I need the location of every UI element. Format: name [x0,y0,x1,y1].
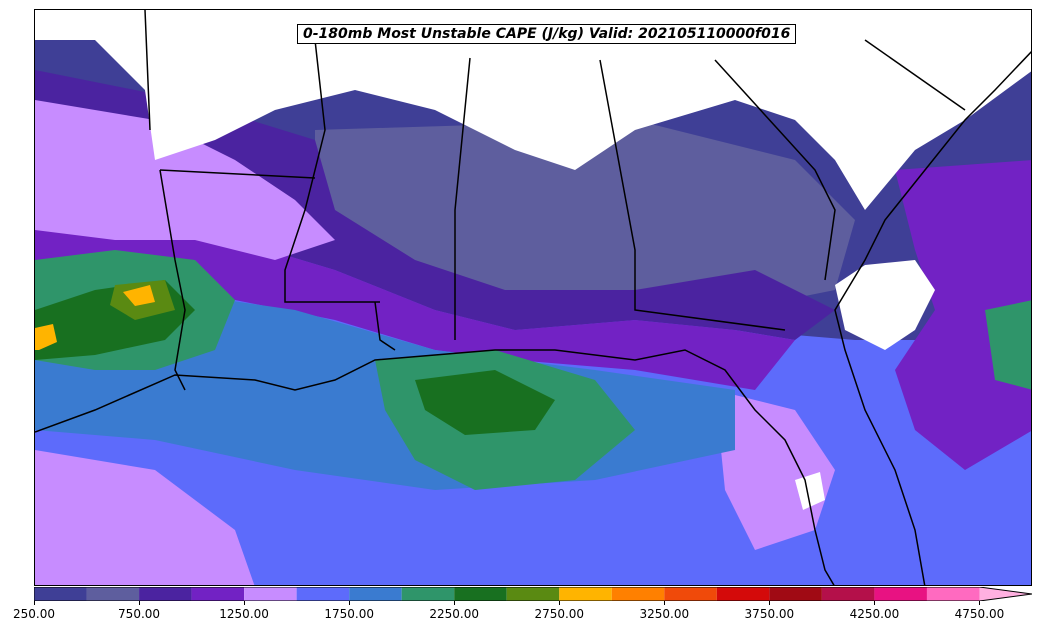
colorbar-tick-label: 1750.00 [324,607,374,621]
colorbar-outline [34,587,1032,601]
boundary-nc-sc [864,39,966,111]
colorbar-segment [349,587,402,601]
colorbar-segment [139,587,192,601]
colorbar-segment [769,587,822,601]
cape-contour-map [35,10,1031,585]
colorbar-tick-label: 250.00 [13,607,55,621]
boundary-ms-river [284,39,380,303]
colorbar-tick-mark [769,601,771,605]
cape-band-500 [315,120,855,310]
no-cape-region-fl [795,472,825,510]
colorbar-tick-mark [874,601,876,605]
boundary-tx-la [159,169,186,391]
map-title: 0-180mb Most Unstable CAPE (J/kg) Valid:… [297,24,797,44]
colorbar-tick-mark [454,601,456,605]
colorbar-segment [34,587,87,601]
atlantic-coast [834,51,1031,585]
cape-band-2750-west [35,324,57,350]
colorbar-tick-label: 4250.00 [849,607,900,621]
colorbar-segment [874,587,927,601]
colorbar-tick-label: 750.00 [118,607,161,621]
colorbar-tick-label: 2250.00 [429,607,480,621]
colorbar-tick-mark [139,601,141,605]
cape-band-1250 [35,100,335,260]
boundary-ms-al [454,57,471,340]
boundary-ga-sc [714,59,836,281]
colorbar-tick-mark [349,601,351,605]
colorbar-segment [979,587,1032,601]
cape-band-2750 [123,285,155,306]
colorbar-segment [296,587,350,601]
colorbar-tick-label: 1250.00 [219,607,269,621]
colorbar-segment [559,587,612,601]
state-boundaries [35,10,1031,585]
colorbar-segment [454,587,507,601]
colorbar-tick-mark [34,601,35,605]
colorbar-tick-label: 4750.00 [954,607,1005,621]
colorbar-tick-mark [979,601,981,605]
cape-band-1250-fl [715,390,835,550]
colorbar-ticks: 250.00 750.00 1250.00 1750.00 2250.00 2750.00… [13,601,1032,631]
colorbar-tick-label: 3250.00 [639,607,690,621]
colorbar-tick-mark [664,601,666,605]
boundary-ar-la [159,169,316,179]
cape-band-750 [35,70,835,340]
colorbar-segment [244,587,297,601]
cape-band-1250-gulf [35,450,255,585]
cape-band-1000-east [895,160,1031,470]
gulf-coast-west [35,349,835,585]
colorbar-segment [926,587,980,601]
colorbar-tick-label: 2750.00 [534,607,585,621]
colorbar-segment [821,587,875,601]
no-cape-region-north [35,10,1031,210]
colorbar-segment [716,587,770,601]
colorbar-tick-mark [244,601,246,605]
no-cape-region-ga [835,260,935,350]
colorbar-tick-label: 3750.00 [744,607,795,621]
colorbar-segment [401,587,455,601]
boundary-al-ga [599,59,786,331]
colorbar-segment [506,587,560,601]
colorbar-segment [611,587,665,601]
map-panel: 0-180mb Most Unstable CAPE (J/kg) Valid:… [34,9,1032,586]
boundary-tx-ok [144,10,151,131]
cape-band-2250-gulf [415,370,555,435]
colorbar-tick-mark [559,601,561,605]
colorbar-segment [191,587,245,601]
cape-band-2250-east [985,300,1031,390]
colorbar [34,587,1032,601]
boundary-ms-la-south [374,301,396,351]
colorbar-segment [86,587,140,601]
colorbar-segment [664,587,717,601]
